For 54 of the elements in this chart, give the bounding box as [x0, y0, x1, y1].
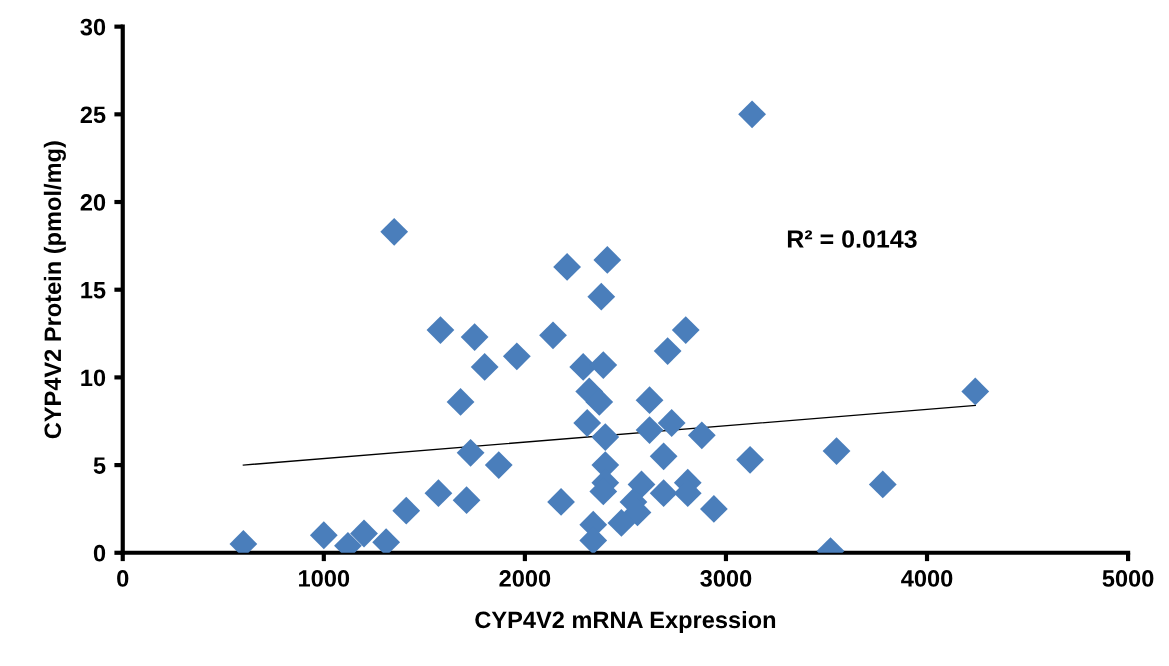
point — [961, 377, 990, 406]
point — [635, 386, 664, 415]
x-tick-label: 5000 — [1102, 570, 1154, 587]
point — [350, 519, 378, 548]
point — [627, 470, 656, 499]
x-tick-label: 4000 — [901, 570, 953, 587]
point — [539, 321, 567, 350]
y-tick-label: 25 — [80, 106, 106, 124]
point — [671, 316, 700, 344]
point — [380, 217, 409, 246]
point — [738, 100, 766, 129]
point — [456, 438, 485, 467]
point — [591, 423, 620, 451]
point — [424, 479, 453, 508]
point — [470, 352, 499, 381]
point — [547, 488, 575, 516]
y-tick-label: 5 — [93, 457, 106, 474]
point — [700, 495, 728, 523]
y-tick-label: 30 — [80, 18, 106, 36]
y-tick-label: 0 — [93, 544, 106, 562]
point — [587, 282, 616, 311]
x-tick-label: 3000 — [700, 570, 752, 587]
point — [502, 342, 531, 371]
point — [452, 486, 481, 515]
x-tick-label: 0 — [117, 570, 129, 587]
point — [593, 246, 622, 274]
point — [736, 445, 764, 474]
y-tick-label: 15 — [81, 282, 106, 299]
annotation: R² = 0.0143 — [787, 230, 917, 248]
point — [585, 388, 614, 416]
x-tick-label: 2000 — [499, 570, 551, 587]
point — [392, 496, 421, 525]
y-tick-label: 20 — [80, 194, 106, 211]
y-axis-title: CYP4V2 Protein (pmol/mg) — [43, 141, 66, 439]
point — [607, 509, 636, 537]
point — [868, 470, 897, 499]
point — [553, 253, 581, 281]
point — [309, 521, 338, 550]
point — [589, 351, 618, 380]
x-tick-label: 1000 — [299, 570, 350, 587]
point — [822, 437, 851, 465]
point — [635, 416, 664, 444]
point — [484, 451, 513, 479]
point — [446, 388, 475, 416]
point — [460, 323, 489, 351]
point — [649, 479, 678, 508]
point — [687, 421, 716, 450]
y-tick-label: 10 — [81, 369, 106, 387]
point — [649, 442, 678, 471]
point — [653, 337, 682, 365]
point — [573, 409, 602, 437]
point — [657, 409, 686, 437]
x-axis-title: CYP4V2 mRNA Expression — [475, 610, 776, 633]
point — [426, 316, 455, 344]
